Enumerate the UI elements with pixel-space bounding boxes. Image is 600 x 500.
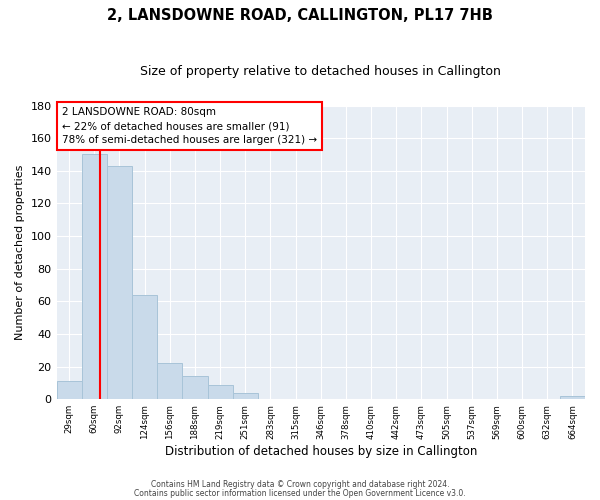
Bar	[157, 364, 182, 399]
Bar	[132, 295, 157, 399]
Y-axis label: Number of detached properties: Number of detached properties	[15, 164, 25, 340]
Bar	[182, 376, 208, 399]
Bar	[560, 396, 585, 399]
Bar	[208, 384, 233, 399]
Bar	[82, 154, 107, 399]
Bar	[107, 166, 132, 399]
Bar	[233, 392, 258, 399]
Bar	[56, 382, 82, 399]
Text: 2 LANSDOWNE ROAD: 80sqm
← 22% of detached houses are smaller (91)
78% of semi-de: 2 LANSDOWNE ROAD: 80sqm ← 22% of detache…	[62, 107, 317, 145]
X-axis label: Distribution of detached houses by size in Callington: Distribution of detached houses by size …	[164, 444, 477, 458]
Title: Size of property relative to detached houses in Callington: Size of property relative to detached ho…	[140, 65, 501, 78]
Text: Contains HM Land Registry data © Crown copyright and database right 2024.: Contains HM Land Registry data © Crown c…	[151, 480, 449, 489]
Text: Contains public sector information licensed under the Open Government Licence v3: Contains public sector information licen…	[134, 488, 466, 498]
Text: 2, LANSDOWNE ROAD, CALLINGTON, PL17 7HB: 2, LANSDOWNE ROAD, CALLINGTON, PL17 7HB	[107, 8, 493, 22]
